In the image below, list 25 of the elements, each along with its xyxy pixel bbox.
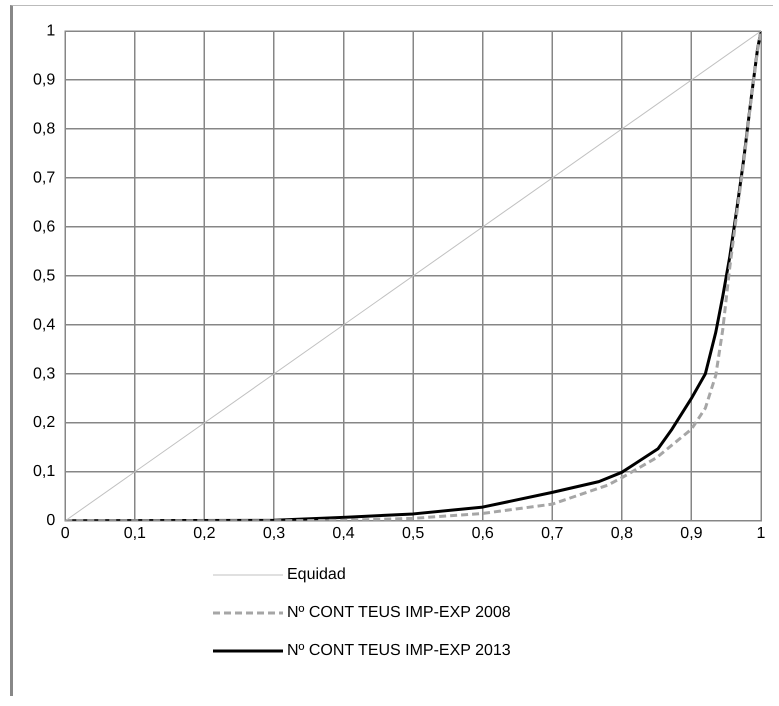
legend-label: Equidad [287, 566, 346, 584]
y-tick-label: 0 [46, 512, 56, 530]
y-tick-label: 0,9 [32, 71, 56, 88]
y-tick-label: 0,1 [32, 463, 56, 480]
y-tick-label: 0,5 [32, 267, 56, 284]
x-tick-label: 0,7 [541, 524, 564, 542]
x-tick-label: 0,4 [332, 524, 355, 542]
x-tick-label: 0,6 [472, 524, 494, 542]
y-tick-label: 0,7 [32, 169, 56, 186]
x-tick-label: 0,2 [193, 524, 216, 542]
y-tick-label: 0,3 [32, 365, 56, 382]
legend-label: Nº CONT TEUS IMP-EXP 2008 [287, 604, 511, 622]
y-tick-label: 0,6 [32, 218, 56, 236]
x-tick-label: 1 [756, 524, 766, 542]
legend-label: Nº CONT TEUS IMP-EXP 2013 [287, 642, 511, 660]
y-tick-label: 0,2 [32, 414, 56, 432]
x-tick-label: 0 [60, 524, 70, 542]
x-tick-label: 0,1 [124, 524, 146, 542]
x-tick-label: 0,5 [402, 524, 424, 542]
y-tick-label: 1 [46, 22, 56, 40]
x-tick-label: 0,9 [680, 524, 703, 542]
y-tick-label: 0,4 [32, 316, 56, 334]
x-tick-label: 0,3 [262, 524, 286, 542]
x-tick-label: 0,8 [610, 524, 634, 542]
y-tick-label: 0,8 [32, 120, 56, 138]
